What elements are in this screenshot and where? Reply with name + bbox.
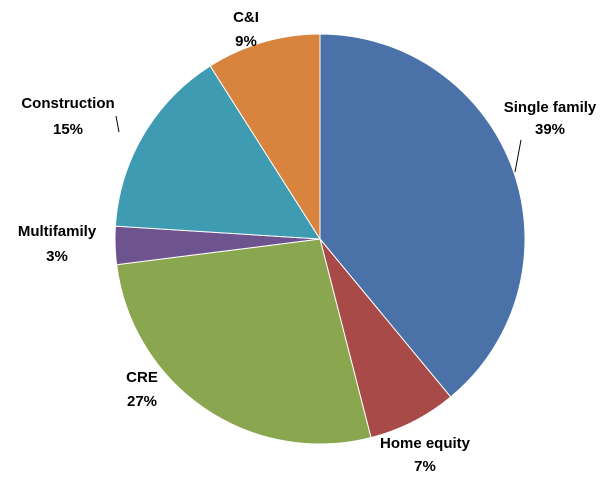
slice-value-label: 27%	[127, 393, 157, 410]
pie-slice	[319, 33, 526, 398]
slice-label: Home equity	[380, 435, 471, 452]
leader-line	[514, 139, 522, 173]
slice-value-label: 3%	[46, 248, 68, 265]
slice-label: Single family	[504, 99, 597, 116]
pie-slice	[209, 33, 321, 241]
slice-value-label: 39%	[535, 121, 565, 138]
slice-value-label: 7%	[414, 458, 436, 475]
leader-line	[115, 115, 120, 133]
pie-slice	[116, 238, 372, 445]
slice-label: Construction	[21, 95, 114, 112]
slice-label: Multifamily	[18, 223, 97, 240]
slice-value-label: 9%	[235, 33, 257, 50]
slice-label: CRE	[126, 369, 158, 386]
pie-slice	[114, 65, 321, 240]
slice-value-label: 15%	[53, 121, 83, 138]
slice-label: C&I	[233, 9, 259, 26]
